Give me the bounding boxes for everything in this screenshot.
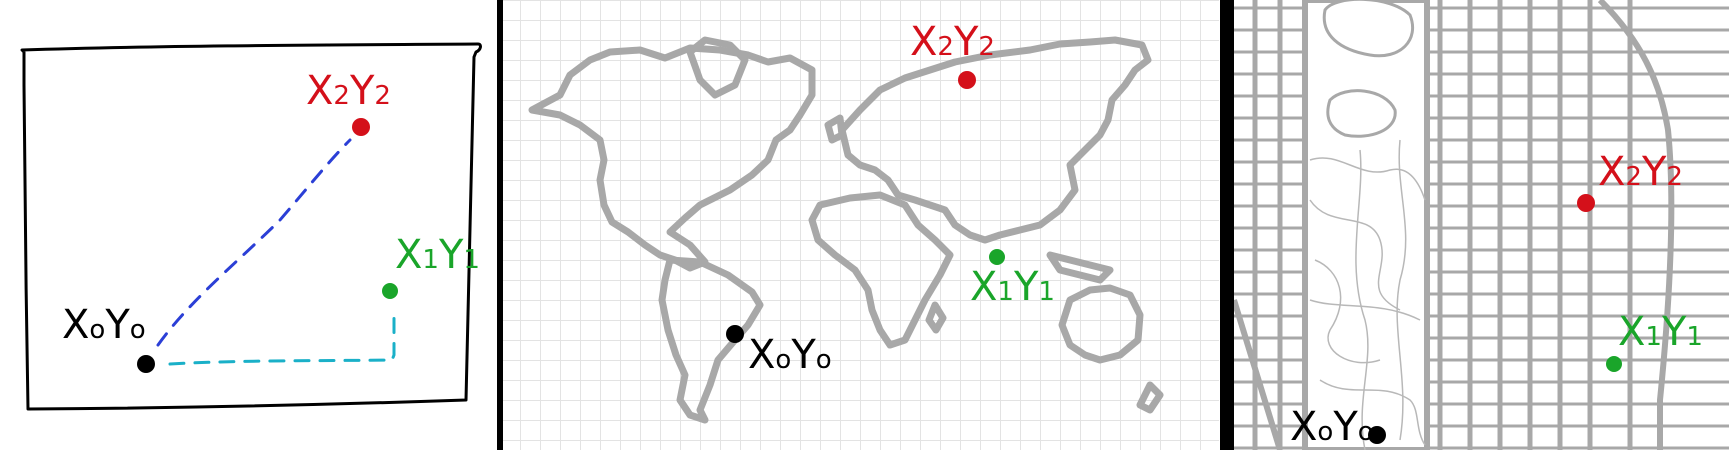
city-point-x2y2-dot [1577,194,1595,212]
park-path [1314,259,1381,364]
south-america-outline [658,256,764,424]
city-point-x0y0-dot [1368,426,1386,444]
city-point-x1y1-dot [1606,356,1622,372]
park-path [1396,139,1407,441]
park-path [1355,149,1369,450]
world-point-x1y1-dot [989,249,1005,265]
point-x2y2-dot [352,118,370,136]
central-park [1302,0,1430,450]
panel-city-map: XoYo X1Y1 X2Y2 [1234,0,1729,450]
new-zealand-outline [1136,381,1164,414]
world-point-x2y2-dot [958,71,976,89]
north-america-outline [528,44,816,272]
paper-sheet-outline [20,42,482,411]
indonesia-outline [1046,251,1114,284]
divider-right [1220,0,1234,450]
riverside-edge [1597,0,1675,450]
diagonal-avenue [1234,299,1283,450]
label-x1y1: X1Y1 [395,232,480,278]
blue-dashed-path [156,138,352,347]
world-label-x1y1: X1Y1 [970,264,1055,310]
city-label-x2y2: X2Y2 [1598,149,1683,195]
world-label-x2y2: X2Y2 [910,19,995,65]
cyan-dashed-path [168,308,396,366]
point-x1y1-dot [382,283,398,299]
africa-outline [808,191,954,349]
divider-left [497,0,503,450]
world-label-x0y0: XoYo [748,332,832,378]
panel-paper-sketch: XoYo X1Y1 X2Y2 [20,42,482,411]
label-x0y0: XoYo [62,302,146,348]
panel-world-map: XoYo X1Y1 X2Y2 [503,0,1219,450]
park-path [1309,299,1421,321]
point-x0y0-dot [137,355,155,373]
city-label-x1y1: X1Y1 [1618,309,1703,355]
europe-asia-outline [838,36,1152,244]
world-point-x0y0-dot [726,325,744,343]
greenland-outline [686,36,749,99]
park-path [1319,379,1426,446]
madagascar-outline [925,301,947,334]
label-x2y2: X2Y2 [306,68,391,114]
park-path [1309,199,1401,311]
australia-outline [1058,284,1144,364]
park-path [1309,157,1426,201]
uk-outline [824,114,846,144]
city-label-x0y0: XoYo [1290,404,1374,450]
